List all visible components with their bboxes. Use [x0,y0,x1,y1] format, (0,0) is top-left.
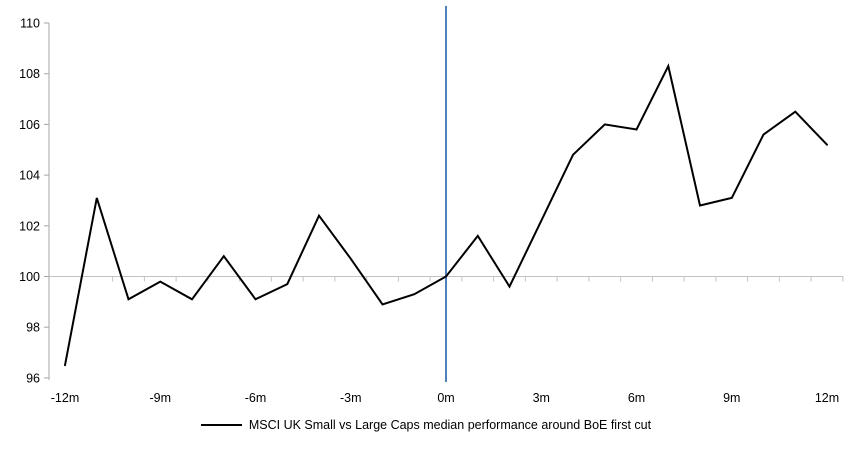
legend-series-label: MSCI UK Small vs Large Caps median perfo… [248,418,652,432]
x-axis-tick-label: 9m [723,391,740,405]
x-axis-tick-label: -3m [340,391,362,405]
y-axis-tick-label: 96 [26,371,40,385]
y-axis-tick-label: 102 [19,219,40,233]
x-axis-tick-label: 6m [628,391,645,405]
x-axis-tick-label: -9m [149,391,171,405]
y-axis-tick-label: 108 [19,67,40,81]
y-axis-tick-label: 98 [26,321,40,335]
x-axis-tick-label: 3m [533,391,550,405]
y-axis-tick-label: 110 [20,17,40,31]
y-axis-tick-label: 106 [19,118,40,132]
x-axis-tick-label: -12m [51,391,79,405]
x-axis-tick-label: -6m [245,391,267,405]
y-axis-tick-label: 104 [19,169,40,183]
x-axis-tick-label: 0m [437,391,454,405]
series-data-line [64,63,828,367]
legend-line-sample [200,424,242,426]
y-axis-tick-label: 100 [19,270,40,284]
x-axis-tick-label: 12m [815,391,839,405]
chart-legend: MSCI UK Small vs Large Caps median perfo… [0,415,852,435]
